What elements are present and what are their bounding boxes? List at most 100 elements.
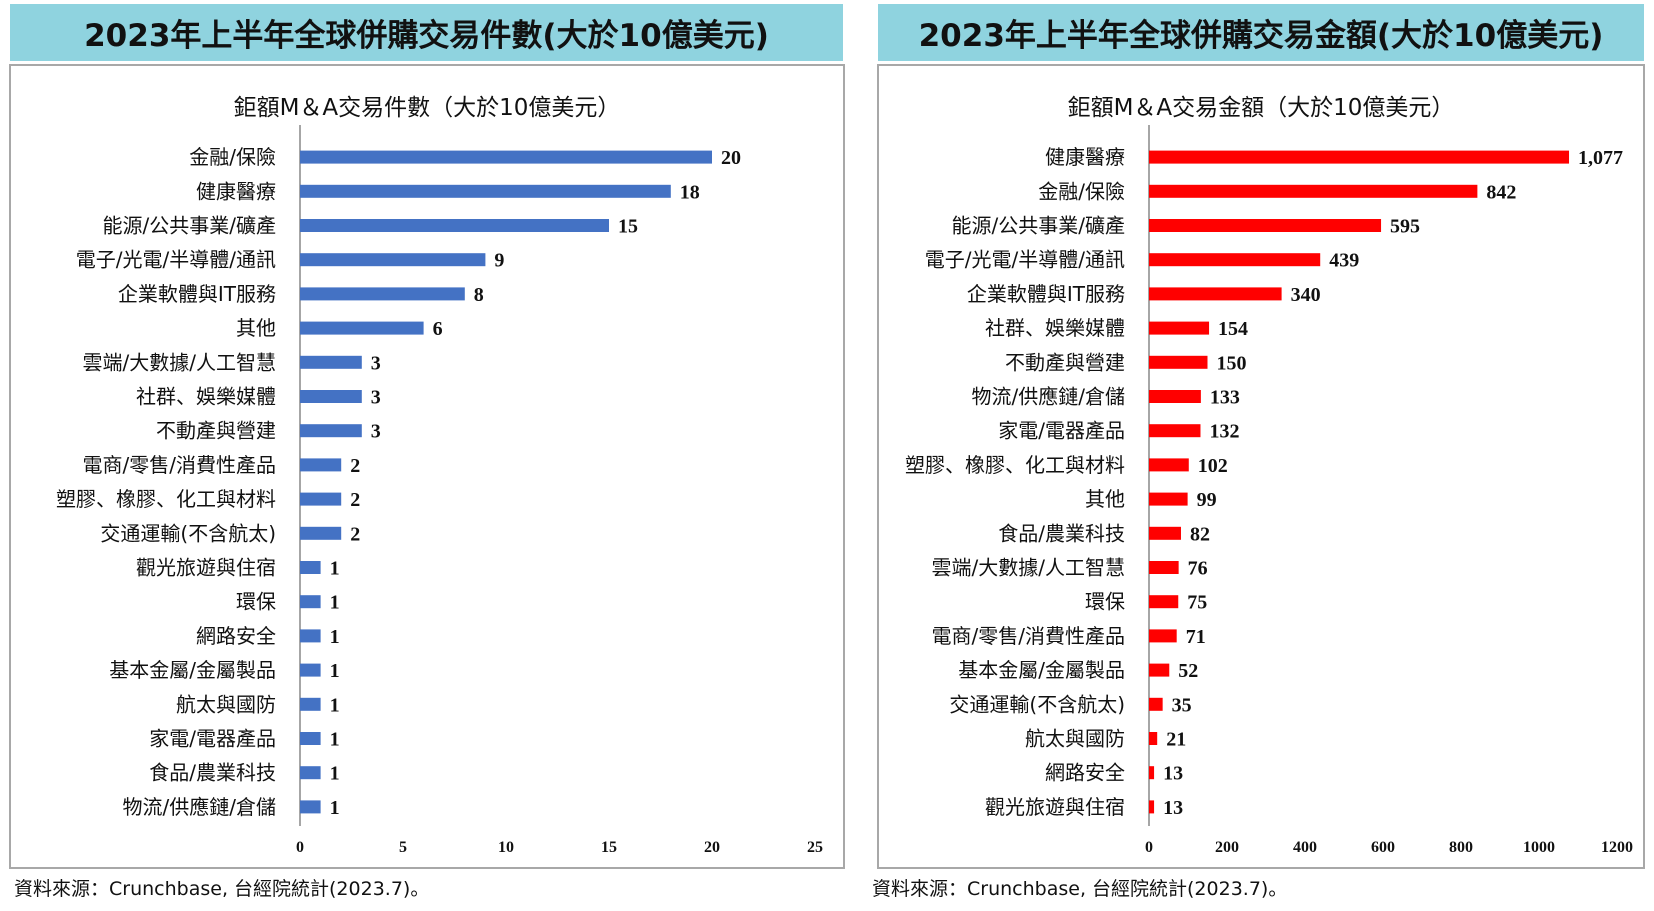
right-category-label: 社群、娛樂媒體 — [985, 316, 1125, 340]
right-value-label: 35 — [1172, 694, 1192, 716]
right-category-label: 健康醫療 — [1045, 145, 1125, 169]
right-x-tick-label: 600 — [1371, 839, 1395, 856]
left-value-label: 20 — [721, 147, 741, 169]
right-bar — [1149, 184, 1478, 198]
right-bar — [1149, 321, 1210, 335]
left-value-label: 18 — [680, 181, 700, 203]
right-value-label: 71 — [1186, 626, 1206, 648]
left-category-label: 交通運輸(不含航太) — [100, 521, 276, 545]
right-value-label: 99 — [1197, 489, 1217, 511]
right-bar — [1149, 287, 1282, 301]
right-bar — [1149, 458, 1189, 472]
right-value-label: 132 — [1209, 421, 1239, 443]
left-x-tick-label: 20 — [704, 839, 720, 856]
right-category-label: 電子/光電/半導體/通訊 — [925, 248, 1125, 272]
left-value-label: 1 — [330, 797, 340, 819]
right-x-tick-label: 400 — [1293, 839, 1317, 856]
right-value-label: 340 — [1291, 284, 1321, 306]
left-value-label: 8 — [474, 284, 484, 306]
left-value-label: 9 — [494, 250, 504, 272]
left-x-tick-label: 25 — [807, 839, 823, 856]
left-bar — [300, 321, 424, 335]
right-bar — [1149, 150, 1570, 164]
left-category-label: 能源/公共事業/礦產 — [103, 214, 276, 238]
left-category-label: 基本金屬/金屬製品 — [109, 658, 276, 682]
right-x-tick-label: 800 — [1449, 839, 1473, 856]
left-bar — [300, 424, 362, 438]
left-category-label: 電商/零售/消費性產品 — [83, 453, 276, 477]
right-value-label: 13 — [1163, 763, 1183, 785]
left-category-label: 航太與國防 — [176, 692, 276, 716]
left-category-label: 其他 — [236, 316, 276, 340]
right-bar — [1149, 732, 1158, 745]
right-category-label: 電商/零售/消費性產品 — [932, 624, 1125, 648]
left-bar — [300, 663, 321, 677]
left-bar — [300, 561, 321, 574]
left-category-label: 雲端/大數據/人工智慧 — [83, 350, 276, 374]
right-value-label: 439 — [1329, 250, 1359, 272]
right-value-label: 102 — [1198, 455, 1228, 477]
left-value-label: 3 — [371, 421, 381, 443]
left-bar — [300, 492, 342, 506]
right-category-label: 家電/電器產品 — [998, 419, 1125, 443]
right-bar — [1149, 561, 1179, 574]
left-bar — [300, 766, 321, 780]
left-category-label: 食品/農業科技 — [149, 761, 276, 785]
right-category-label: 能源/公共事業/礦產 — [952, 214, 1125, 238]
left-category-label: 物流/供應鏈/倉儲 — [123, 795, 276, 819]
left-header: 2023年上半年全球併購交易件數(大於10億美元) — [10, 4, 843, 61]
right-category-label: 環保 — [1085, 590, 1125, 614]
left-category-label: 電子/光電/半導體/通訊 — [76, 248, 276, 272]
right-bar — [1149, 629, 1177, 643]
right-value-label: 1,077 — [1578, 147, 1623, 169]
right-value-label: 842 — [1486, 181, 1516, 203]
right-category-label: 交通運輸(不含航太) — [949, 692, 1125, 716]
right-value-label: 52 — [1178, 660, 1198, 682]
left-bar — [300, 390, 362, 403]
right-header: 2023年上半年全球併購交易金額(大於10億美元) — [878, 4, 1644, 61]
right-chart-title: 鉅額M＆A交易金額（大於10億美元） — [1067, 95, 1455, 121]
right-value-label: 21 — [1166, 729, 1186, 751]
left-bar — [300, 526, 342, 540]
right-category-label: 觀光旅遊與住宿 — [985, 795, 1125, 819]
left-chart-frame: 鉅額M＆A交易件數（大於10億美元） — [9, 64, 845, 869]
left-value-label: 1 — [330, 626, 340, 648]
right-bar — [1149, 663, 1170, 677]
left-value-label: 1 — [330, 660, 340, 682]
right-x-tick-label: 1200 — [1601, 839, 1633, 856]
right-category-label: 塑膠、橡膠、化工與材料 — [905, 453, 1125, 477]
left-value-label: 1 — [330, 729, 340, 751]
left-category-label: 企業軟體與IT服務 — [118, 282, 276, 306]
left-bar — [300, 458, 342, 472]
right-bar — [1149, 492, 1188, 506]
right-x-tick-label: 0 — [1145, 839, 1153, 856]
right-category-label: 物流/供應鏈/倉儲 — [972, 385, 1125, 409]
right-source-note: 資料來源：Crunchbase, 台經院統計(2023.7)。 — [872, 878, 1288, 900]
right-bar — [1149, 253, 1321, 267]
left-bar — [300, 219, 609, 232]
left-category-label: 觀光旅遊與住宿 — [136, 556, 276, 580]
left-value-label: 1 — [330, 558, 340, 580]
left-category-label: 環保 — [236, 590, 276, 614]
left-x-tick-label: 5 — [399, 839, 407, 856]
left-category-label: 塑膠、橡膠、化工與材料 — [56, 487, 276, 511]
left-bar — [300, 800, 321, 814]
left-value-label: 1 — [330, 694, 340, 716]
left-bar — [300, 629, 321, 643]
left-bar — [300, 595, 321, 609]
left-value-label: 3 — [371, 352, 381, 374]
right-value-label: 133 — [1210, 387, 1240, 409]
right-bar — [1149, 800, 1155, 814]
left-value-label: 15 — [618, 216, 638, 238]
left-category-label: 網路安全 — [196, 624, 276, 648]
right-value-label: 76 — [1188, 558, 1208, 580]
left-value-label: 2 — [350, 489, 360, 511]
right-category-label: 網路安全 — [1045, 761, 1125, 785]
left-value-label: 2 — [350, 523, 360, 545]
left-category-label: 家電/電器產品 — [149, 727, 276, 751]
right-category-label: 不動產與營建 — [1005, 350, 1125, 374]
right-category-label: 基本金屬/金屬製品 — [958, 658, 1125, 682]
left-value-label: 6 — [433, 318, 443, 340]
right-value-label: 150 — [1217, 352, 1247, 374]
left-category-label: 健康醫療 — [196, 179, 276, 203]
